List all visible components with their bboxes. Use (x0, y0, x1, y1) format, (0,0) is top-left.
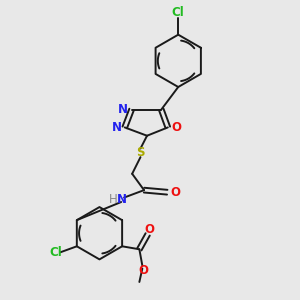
Text: O: O (172, 121, 182, 134)
Text: O: O (170, 186, 180, 199)
Text: N: N (111, 121, 122, 134)
Text: O: O (139, 265, 149, 278)
Text: N: N (118, 103, 128, 116)
Text: H: H (109, 193, 118, 206)
Text: S: S (136, 146, 145, 160)
Text: O: O (144, 223, 154, 236)
Text: N: N (117, 193, 127, 206)
Text: Cl: Cl (49, 246, 62, 259)
Text: Cl: Cl (172, 7, 184, 20)
